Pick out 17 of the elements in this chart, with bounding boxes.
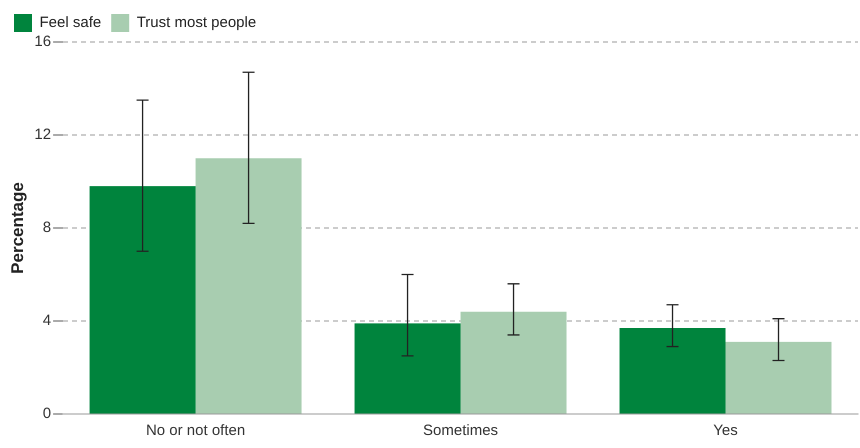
- y-tick-label: 0: [42, 405, 52, 422]
- legend-label: Feel safe: [40, 14, 102, 32]
- bar: [196, 158, 302, 414]
- bar: [726, 342, 832, 414]
- y-axis-title: Percentage: [8, 182, 27, 274]
- bar: [460, 312, 567, 414]
- legend-label: Trust most people: [136, 14, 256, 32]
- y-tick-label: 8: [42, 219, 52, 236]
- y-tick-label: 16: [34, 33, 52, 50]
- bar: [620, 328, 726, 414]
- x-tick-label: Sometimes: [423, 422, 498, 440]
- bar: [354, 323, 461, 414]
- x-tick-label: Yes: [713, 422, 738, 440]
- y-tick-label: 4: [42, 312, 52, 330]
- x-tick-label: No or not often: [146, 422, 246, 440]
- y-tick-label: 12: [34, 126, 52, 144]
- bar: [90, 186, 196, 414]
